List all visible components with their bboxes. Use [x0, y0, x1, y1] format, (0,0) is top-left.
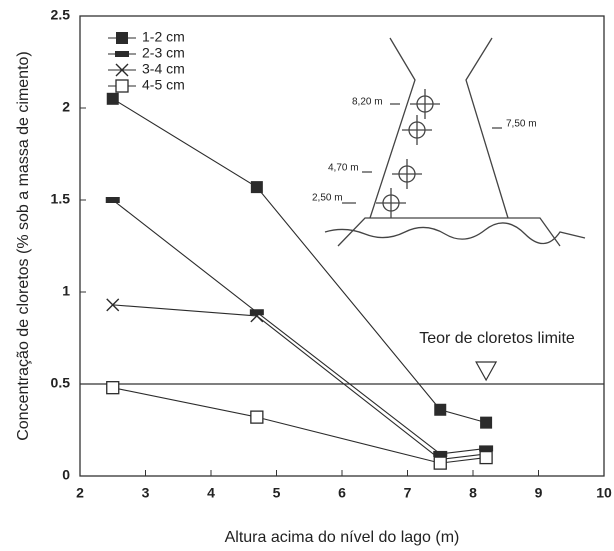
marker: [106, 298, 120, 312]
x-tick-label: 10: [596, 485, 612, 501]
limit-label: Teor de cloretos limite: [419, 330, 575, 347]
x-tick-label: 5: [273, 485, 281, 501]
x-tick-label: 9: [535, 485, 543, 501]
marker: [250, 309, 264, 323]
series: [105, 197, 494, 457]
legend-marker: [115, 79, 129, 93]
y-tick-label: 0.5: [51, 375, 71, 391]
x-tick-label: 7: [404, 485, 412, 501]
marker: [106, 381, 120, 395]
tower: [369, 37, 509, 219]
y-tick-label: 1: [62, 283, 70, 299]
marker: [433, 450, 448, 457]
x-tick-label: 8: [469, 485, 477, 501]
marker: [479, 450, 493, 465]
y-tick-label: 1.5: [51, 191, 71, 207]
y-tick-label: 2: [62, 99, 70, 115]
series: [106, 381, 493, 470]
marker: [106, 92, 119, 105]
marker: [105, 197, 120, 203]
series-line: [112, 98, 487, 424]
marker: [249, 309, 264, 316]
marker: [434, 403, 447, 416]
foundation: [337, 217, 561, 247]
legend-marker: [115, 63, 129, 77]
inset-label: 8,20 m: [352, 97, 383, 108]
x-tick-label: 4: [207, 485, 215, 501]
y-tick-label: 2.5: [51, 7, 71, 23]
marker: [480, 416, 493, 429]
series-line: [112, 387, 487, 464]
legend-marker: [116, 32, 128, 44]
marker: [479, 445, 494, 452]
marker: [250, 181, 263, 194]
legend-label: 4-5 cm: [142, 77, 185, 93]
x-tick-label: 3: [142, 485, 150, 501]
inset-label: 2,50 m: [312, 193, 343, 204]
legend-marker: [115, 51, 129, 57]
marker: [250, 410, 264, 424]
marker: [433, 456, 447, 470]
y-axis-title: Concentração de cloretos (% sob a massa …: [15, 51, 32, 441]
series-line: [112, 304, 487, 461]
x-axis-title: Altura acima do nível do lago (m): [225, 529, 460, 546]
inset-diagram: [324, 37, 586, 247]
inset-label: 4,70 m: [328, 163, 359, 174]
x-tick-label: 6: [338, 485, 346, 501]
legend-label: 3-4 cm: [142, 61, 185, 77]
legend-label: 2-3 cm: [142, 45, 185, 61]
inset-label: 7,50 m: [506, 119, 537, 130]
series-line: [112, 199, 487, 455]
series: [106, 298, 493, 466]
x-tick-label: 2: [76, 485, 84, 501]
series: [106, 92, 493, 429]
limit-marker: [475, 361, 498, 382]
water: [324, 222, 586, 245]
sample-points: [376, 89, 440, 218]
legend-label: 1-2 cm: [142, 29, 185, 45]
y-tick-label: 0: [62, 467, 70, 483]
